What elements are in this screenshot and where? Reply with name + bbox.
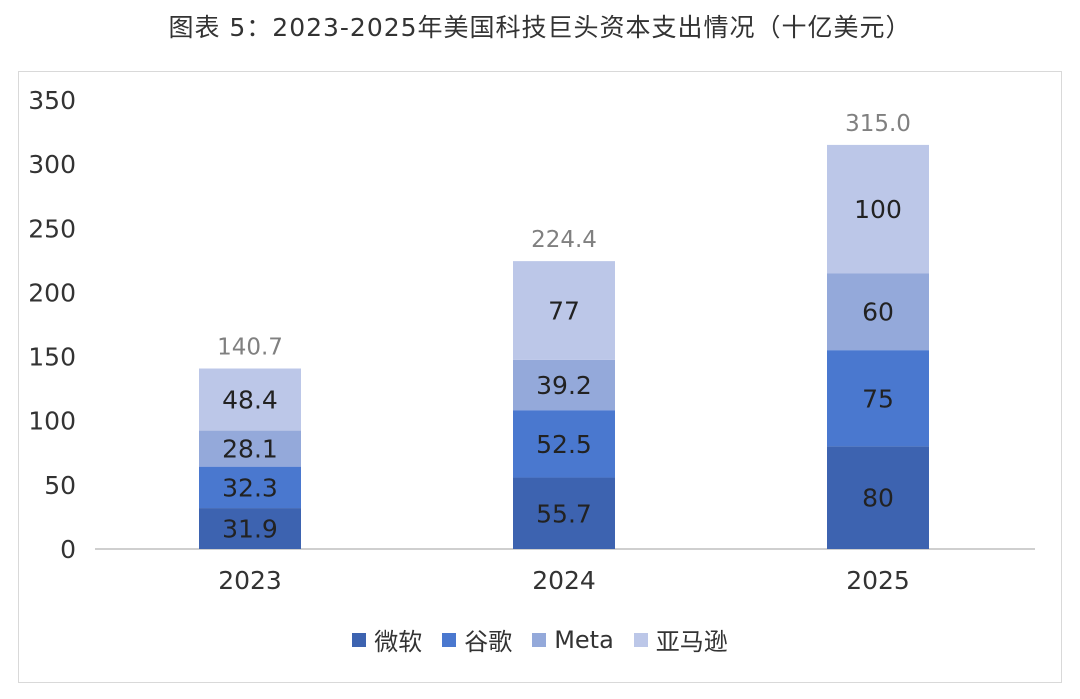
legend: 微软 谷歌 Meta 亚马逊 — [0, 622, 1080, 657]
y-tick-label: 150 — [28, 343, 76, 372]
y-tick-label: 300 — [28, 150, 76, 179]
legend-swatch — [532, 632, 547, 647]
data-label: 75 — [862, 384, 894, 413]
bar-segment — [513, 359, 615, 411]
chart-frame — [18, 71, 1062, 683]
bar-segment — [513, 410, 615, 478]
y-tick-label: 50 — [44, 471, 76, 500]
data-label: 39.2 — [536, 371, 592, 400]
total-label: 315.0 — [845, 111, 911, 137]
legend-label: 亚马逊 — [655, 628, 728, 656]
y-tick-label: 200 — [28, 278, 76, 307]
legend-label: Meta — [554, 625, 614, 654]
bar-segment — [199, 368, 301, 431]
bar-segment — [513, 477, 615, 549]
legend-item: 亚马逊 — [633, 622, 728, 657]
legend-item: 谷歌 — [442, 622, 512, 657]
bar-segment — [827, 144, 929, 274]
x-tick-label: 2024 — [532, 566, 596, 595]
bar-segment — [199, 430, 301, 467]
total-label: 224.4 — [531, 227, 597, 253]
x-tick-label: 2023 — [218, 566, 282, 595]
legend-label: 谷歌 — [464, 628, 513, 656]
chart-title: 图表 5：2023-2025年美国科技巨头资本支出情况（十亿美元） — [168, 13, 912, 42]
y-tick-label: 100 — [28, 407, 76, 436]
data-label: 28.1 — [222, 435, 278, 464]
bar-segment — [199, 508, 301, 549]
y-tick-label: 250 — [28, 214, 76, 243]
y-tick-label: 350 — [28, 86, 76, 115]
data-label: 77 — [548, 297, 580, 326]
legend-swatch — [352, 632, 367, 647]
data-label: 100 — [854, 195, 902, 224]
y-tick-label: 0 — [60, 535, 76, 564]
bar-segment — [513, 261, 615, 360]
legend-item: 微软 — [352, 622, 422, 657]
legend-label: 微软 — [374, 628, 423, 656]
x-tick-label: 2025 — [846, 566, 910, 595]
data-label: 48.4 — [222, 386, 278, 415]
bar-segment — [827, 446, 929, 549]
bar-segment — [827, 273, 929, 351]
data-label: 31.9 — [222, 515, 278, 544]
legend-swatch — [633, 632, 648, 647]
data-label: 52.5 — [536, 430, 592, 459]
data-label: 80 — [862, 484, 894, 513]
data-label: 32.3 — [222, 473, 278, 502]
legend-swatch — [442, 632, 457, 647]
bar-segment — [199, 466, 301, 509]
data-label: 55.7 — [536, 499, 592, 528]
total-label: 140.7 — [217, 335, 283, 361]
data-label: 60 — [862, 298, 894, 327]
legend-item: Meta — [532, 626, 614, 654]
bar-segment — [827, 350, 929, 447]
